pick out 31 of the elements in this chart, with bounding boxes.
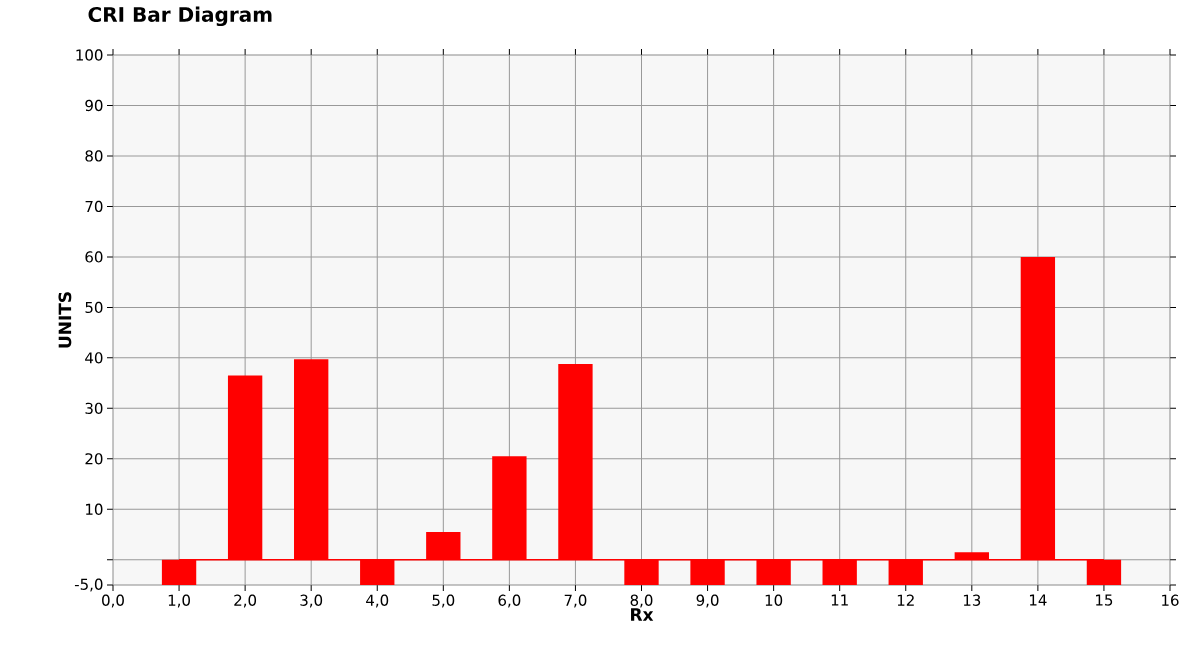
x-tick-label: 2,0: [234, 594, 257, 608]
x-tick-label: 7,0: [564, 594, 587, 608]
y-tick-label: 50: [85, 301, 103, 314]
x-axis-title: Rx: [631, 608, 654, 621]
y-tick-label: -5,0: [74, 578, 103, 592]
y-tick-label: 10: [86, 503, 103, 515]
x-tick-label: 12: [897, 594, 914, 606]
y-tick-label: 40: [85, 352, 103, 364]
x-tick-label: 8,0: [630, 594, 653, 608]
chart-title: CRI Bar Diagram: [88, 6, 272, 27]
x-tick-label: 13: [963, 594, 981, 606]
y-tick-label: 100: [76, 49, 103, 61]
x-tick-label: 6,0: [498, 594, 521, 608]
y-axis-title: UNITS: [58, 292, 72, 348]
x-tick-label: 9,0: [696, 594, 719, 608]
x-tick-label: 16: [1162, 594, 1179, 606]
x-tick-label: 3,0: [300, 594, 323, 608]
x-tick-label: 10: [765, 594, 783, 606]
x-tick-label: 4,0: [366, 594, 389, 608]
x-tick-label: 14: [1029, 594, 1047, 606]
y-tick-label: 90: [85, 99, 103, 112]
x-tick-label: 0,0: [102, 594, 124, 608]
y-tick-label: 80: [85, 150, 103, 162]
x-tick-label: 5,0: [432, 594, 455, 608]
y-tick-label: 70: [85, 200, 103, 213]
y-tick-label: 60: [85, 251, 103, 263]
x-tick-label: 11: [831, 594, 848, 606]
x-tick-label: 1,0: [168, 594, 190, 608]
x-tick-label: 15: [1096, 594, 1113, 606]
y-tick-label: 30: [85, 402, 103, 415]
y-tick-label: 20: [85, 453, 103, 465]
